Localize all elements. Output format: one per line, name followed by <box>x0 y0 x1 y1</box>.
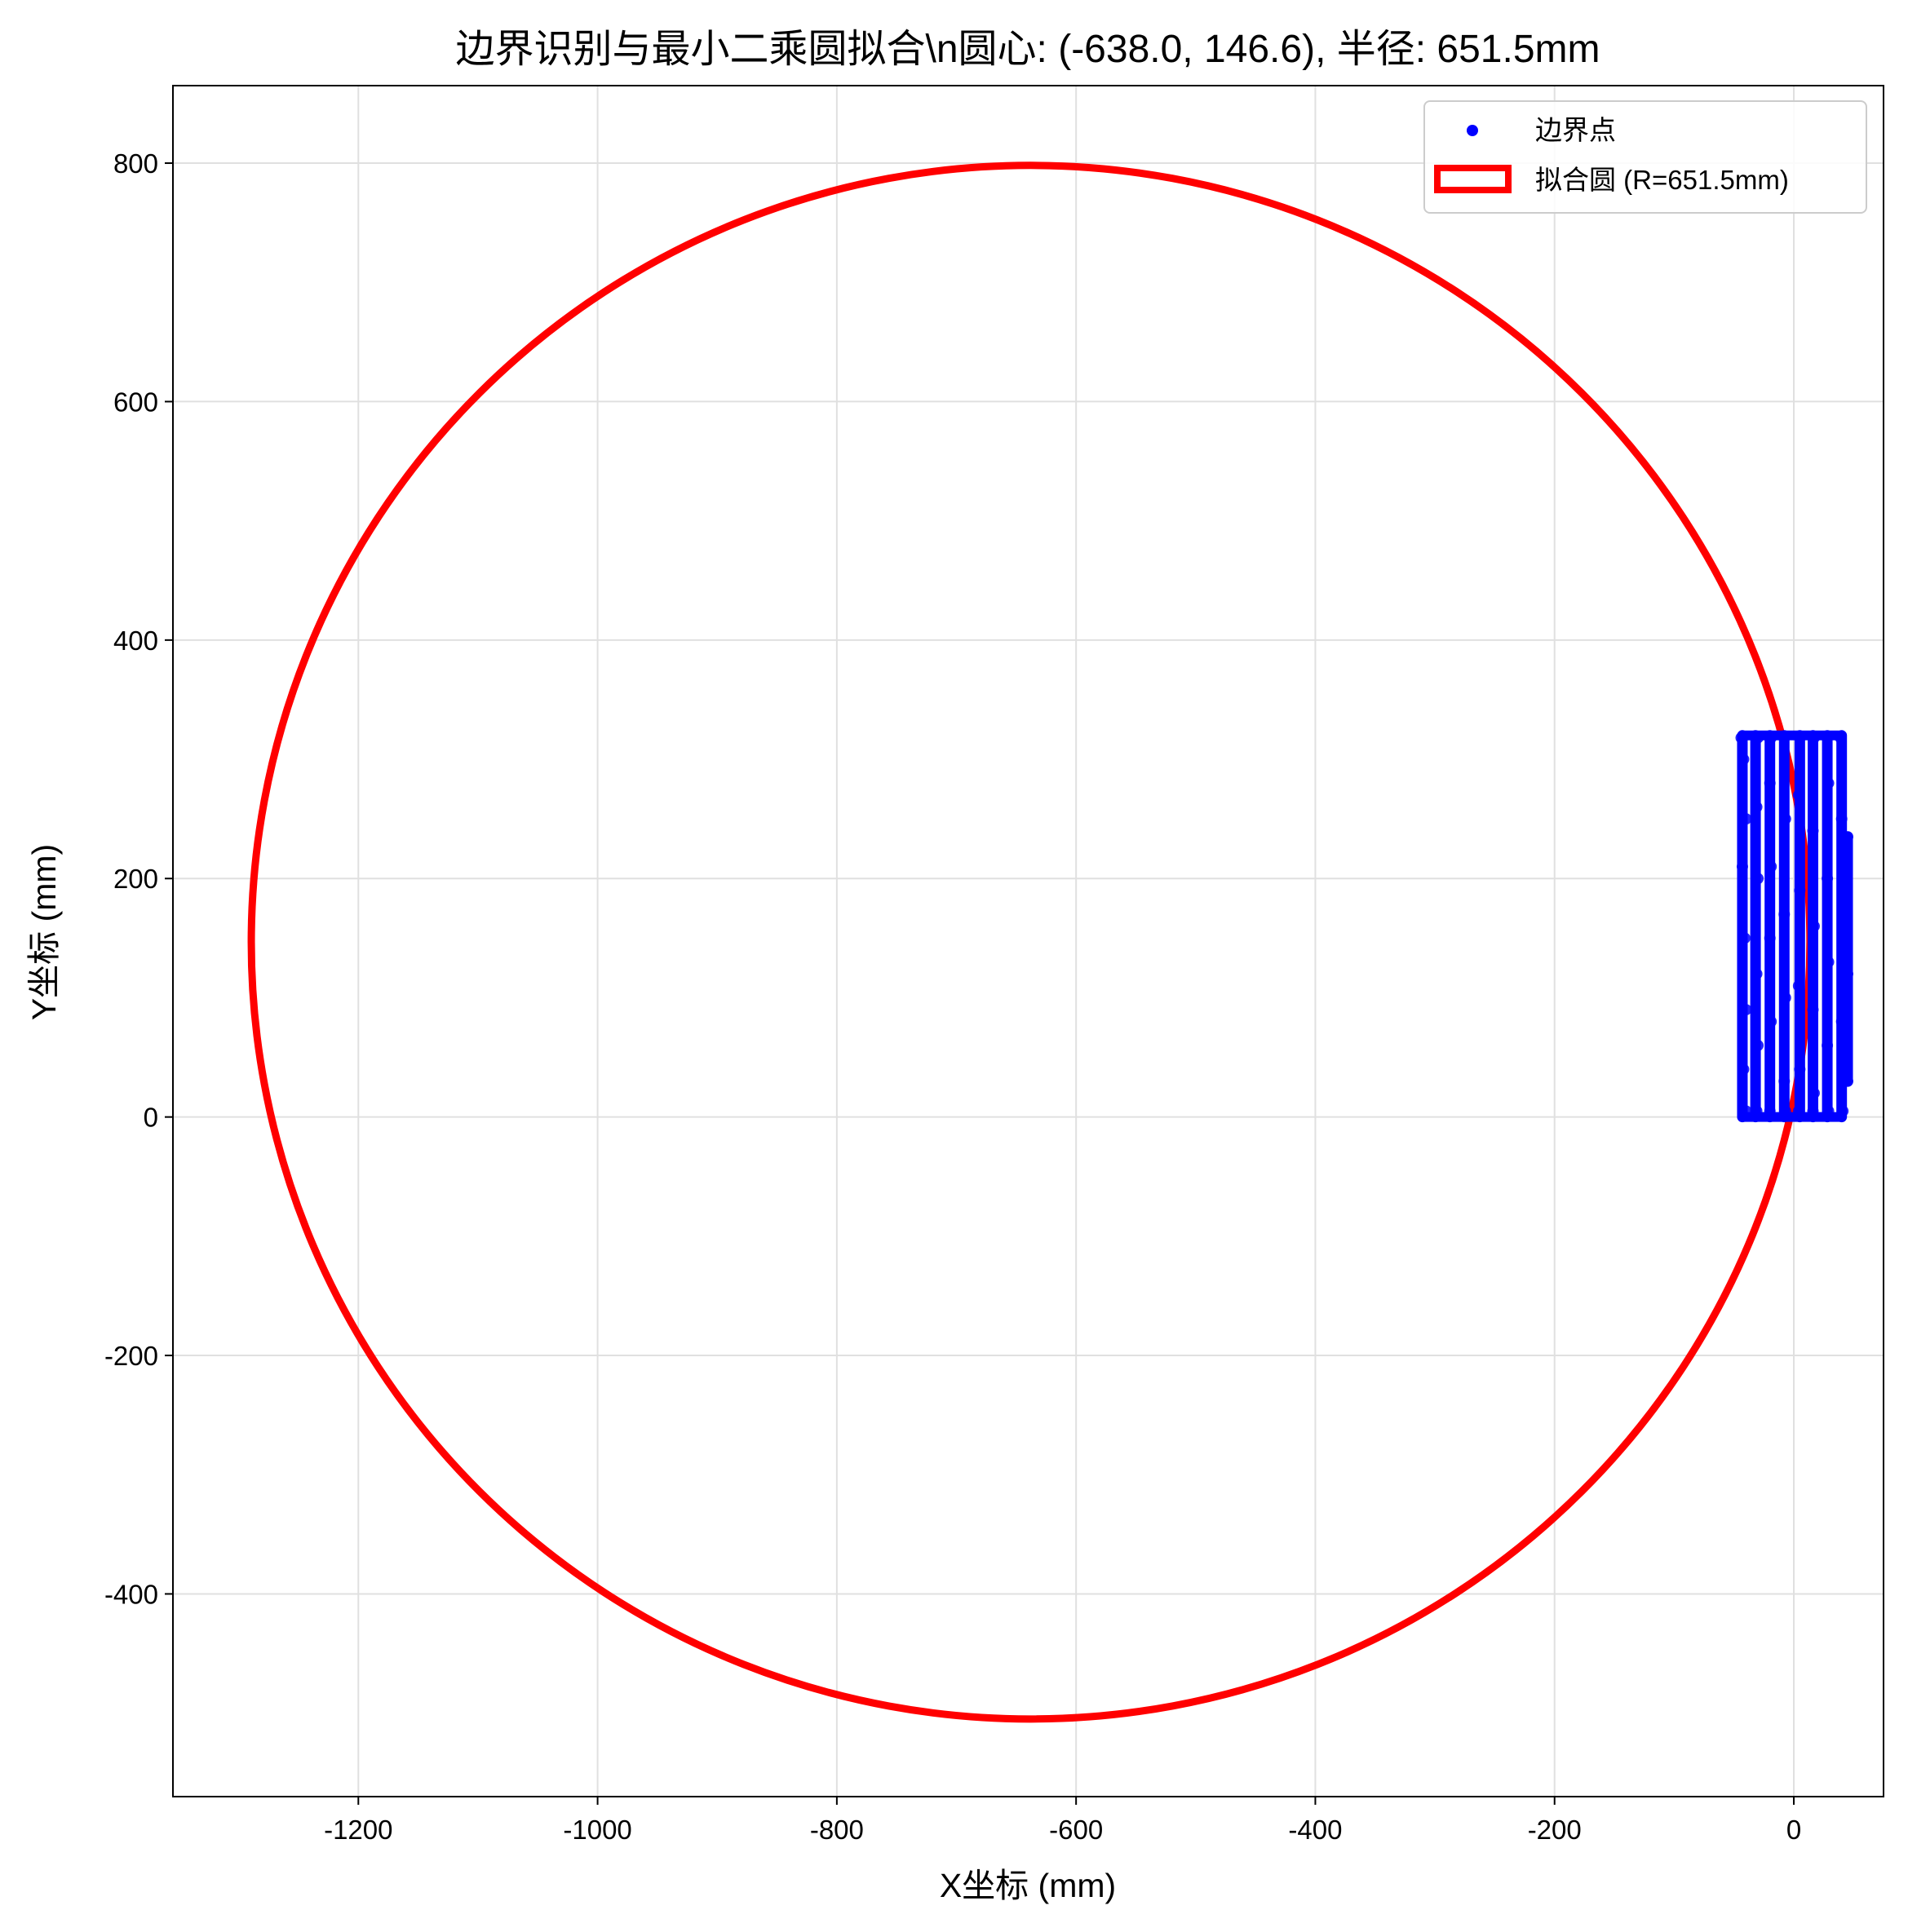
x-tick-label: -1200 <box>324 1815 392 1845</box>
boundary-point <box>1751 968 1763 980</box>
boundary-point <box>1738 754 1750 766</box>
boundary-point <box>1840 896 1853 909</box>
boundary-point <box>1822 777 1835 789</box>
boundary-point <box>1807 825 1819 837</box>
boundary-point <box>1792 979 1804 992</box>
boundary-point <box>1778 909 1791 921</box>
boundary-point <box>1842 1075 1854 1087</box>
legend-box <box>1423 100 1867 214</box>
boundary-point <box>1752 732 1764 744</box>
x-tick-label: 0 <box>1786 1815 1801 1845</box>
boundary-point <box>1822 732 1834 744</box>
x-tick-label: -600 <box>1049 1815 1103 1845</box>
boundary-point <box>1764 1105 1776 1117</box>
boundary-point <box>1840 1039 1853 1051</box>
y-tick-label: -400 <box>104 1579 158 1609</box>
boundary-point <box>1764 932 1776 944</box>
boundary-point <box>1807 1105 1819 1117</box>
plot-frame <box>172 85 1884 1797</box>
boundary-point <box>1808 920 1820 932</box>
y-tick-label: -200 <box>104 1341 158 1371</box>
boundary-point <box>1735 732 1747 744</box>
plot-background <box>173 86 1884 1797</box>
boundary-point <box>1751 801 1763 813</box>
y-tick-label: 200 <box>113 864 158 894</box>
x-tick-label: -1000 <box>563 1815 631 1845</box>
legend: 边界点 拟合圆 (R=651.5mm) <box>1423 100 1867 214</box>
legend-marker-boundary-points <box>1467 125 1478 136</box>
legend-label-boundary-points: 边界点 <box>1535 115 1616 145</box>
boundary-point <box>1794 732 1806 744</box>
boundary-points-layer <box>1735 730 1854 1123</box>
boundary-point <box>1765 1015 1777 1028</box>
boundary-point <box>1752 1039 1764 1051</box>
boundary-point <box>1842 968 1854 980</box>
boundary-point <box>1752 873 1764 885</box>
y-axis-ticks: -400 -200 0 200 400 600 800 <box>104 148 173 1609</box>
boundary-point <box>1740 1004 1752 1016</box>
y-tick-label: 0 <box>144 1103 158 1133</box>
boundary-point <box>1822 956 1835 968</box>
boundary-point <box>1779 1105 1791 1117</box>
boundary-point <box>1794 1063 1806 1076</box>
boundary-point <box>1779 992 1791 1004</box>
boundary-point <box>1794 884 1806 896</box>
boundary-point <box>1736 860 1748 873</box>
x-tick-label: -400 <box>1288 1815 1342 1845</box>
boundary-point <box>1807 1004 1819 1016</box>
y-tick-label: 600 <box>113 387 158 417</box>
x-tick-label: -800 <box>810 1815 864 1845</box>
y-tick-label: 400 <box>113 626 158 656</box>
boundary-point <box>1751 1105 1763 1117</box>
boundary-point <box>1778 1075 1791 1087</box>
boundary-point <box>1822 1039 1834 1051</box>
boundary-point <box>1842 831 1854 843</box>
boundary-point <box>1822 873 1834 885</box>
boundary-point <box>1792 1105 1804 1117</box>
chart-title: 边界识别与最小二乘圆拟合\n圆心: (-638.0, 146.6), 半径: 6… <box>456 28 1600 71</box>
boundary-point <box>1778 732 1791 744</box>
boundary-point <box>1740 1105 1752 1117</box>
boundary-point <box>1765 732 1777 744</box>
boundary-point <box>1837 920 1849 932</box>
boundary-point <box>1738 932 1751 944</box>
x-axis-label: X坐标 (mm) <box>940 1867 1116 1904</box>
boundary-point <box>1822 1105 1835 1117</box>
boundary-point <box>1764 777 1776 789</box>
boundary-point <box>1835 813 1848 825</box>
y-axis-label: Y坐标 (mm) <box>25 844 63 1020</box>
boundary-point <box>1808 732 1820 744</box>
boundary-point <box>1740 813 1752 825</box>
boundary-point <box>1808 1087 1820 1099</box>
boundary-point <box>1835 1015 1848 1028</box>
boundary-point <box>1738 1063 1750 1076</box>
boundary-point <box>1835 732 1847 744</box>
plot-area <box>172 85 1884 1797</box>
legend-label-fitted-circle: 拟合圆 (R=651.5mm) <box>1535 165 1789 195</box>
boundary-point <box>1779 813 1791 825</box>
boundary-point <box>1792 789 1804 801</box>
legend-marker-fitted-circle <box>1434 165 1512 193</box>
x-tick-label: -200 <box>1528 1815 1582 1845</box>
y-tick-label: 800 <box>113 148 158 179</box>
boundary-point <box>1837 1105 1849 1117</box>
boundary-point <box>1765 860 1777 873</box>
x-axis-ticks: -1200 -1000 -800 -600 -400 -200 0 <box>324 1797 1801 1845</box>
